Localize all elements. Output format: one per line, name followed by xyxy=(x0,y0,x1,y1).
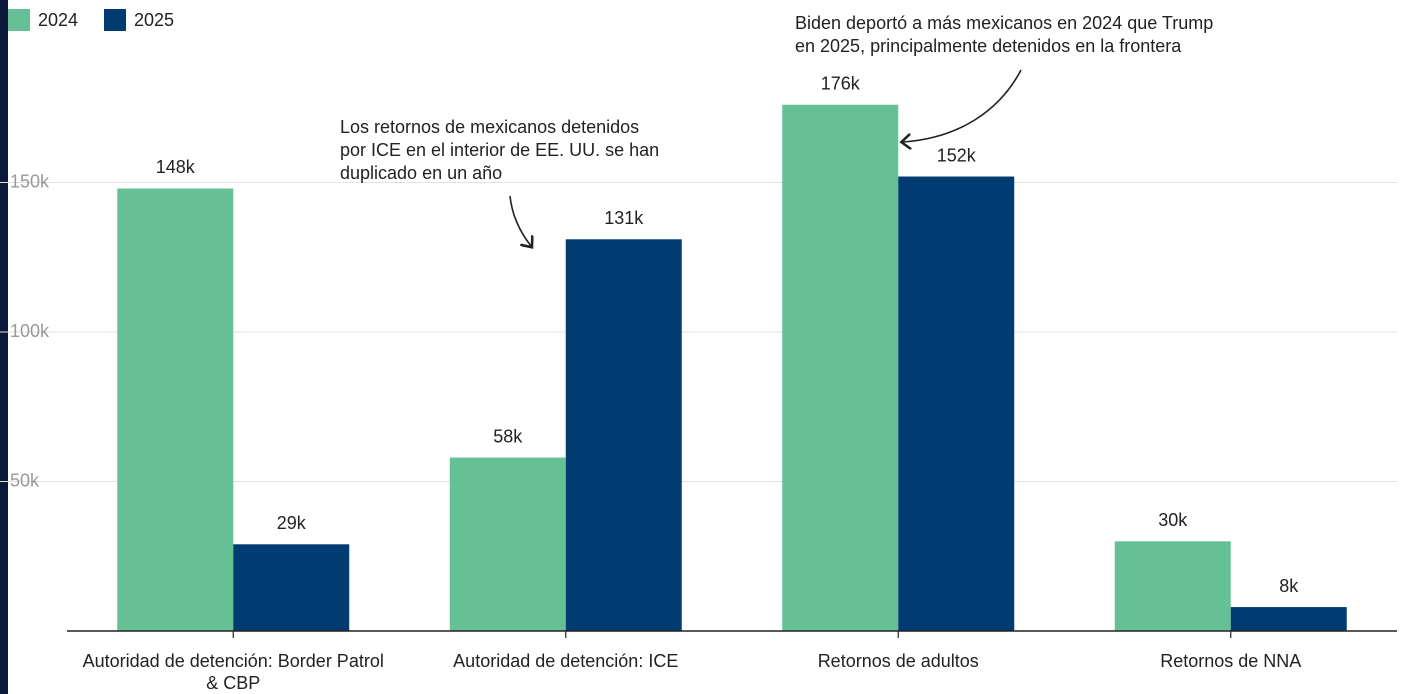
bar xyxy=(117,188,234,632)
value-label: 8k xyxy=(1279,576,1299,596)
annotation-arrow xyxy=(509,195,531,246)
bar xyxy=(233,544,350,631)
y-tick-label: 150k xyxy=(10,171,50,191)
legend-label: 2025 xyxy=(134,10,174,30)
annotation-arrow xyxy=(903,69,1022,142)
side-strip xyxy=(0,0,8,694)
bar xyxy=(1114,541,1231,631)
value-label: 131k xyxy=(604,208,644,228)
x-tick-label: Autoridad de detención: Border Patrol & … xyxy=(82,651,384,693)
x-tick-label: Retornos de adultos xyxy=(817,651,979,671)
bar xyxy=(449,457,566,631)
y-tick-label: 100k xyxy=(10,321,50,341)
value-label: 152k xyxy=(937,145,977,165)
annotation: por ICE en el interior de EE. UU. se han xyxy=(340,140,659,160)
annotation: en 2025, principalmente detenidos en la … xyxy=(795,36,1182,56)
bar xyxy=(565,239,682,631)
bar xyxy=(1230,607,1347,631)
legend-swatch xyxy=(104,9,126,31)
annotation: Los retornos de mexicanos detenidos xyxy=(340,117,639,137)
bar xyxy=(782,104,899,631)
y-tick-label: 50k xyxy=(10,470,40,490)
legend-label: 2024 xyxy=(38,10,78,30)
value-label: 29k xyxy=(277,513,307,533)
x-tick-label: Autoridad de detención: ICE xyxy=(453,651,679,671)
annotation: Biden deportó a más mexicanos en 2024 qu… xyxy=(795,13,1213,33)
legend-swatch xyxy=(8,9,30,31)
value-label: 30k xyxy=(1158,510,1188,530)
value-label: 176k xyxy=(821,74,861,94)
value-label: 148k xyxy=(156,157,196,177)
bar xyxy=(898,176,1015,631)
x-tick-label: Retornos de NNA xyxy=(1160,651,1302,671)
value-label: 58k xyxy=(493,426,523,446)
annotation: duplicado en un año xyxy=(340,163,502,183)
